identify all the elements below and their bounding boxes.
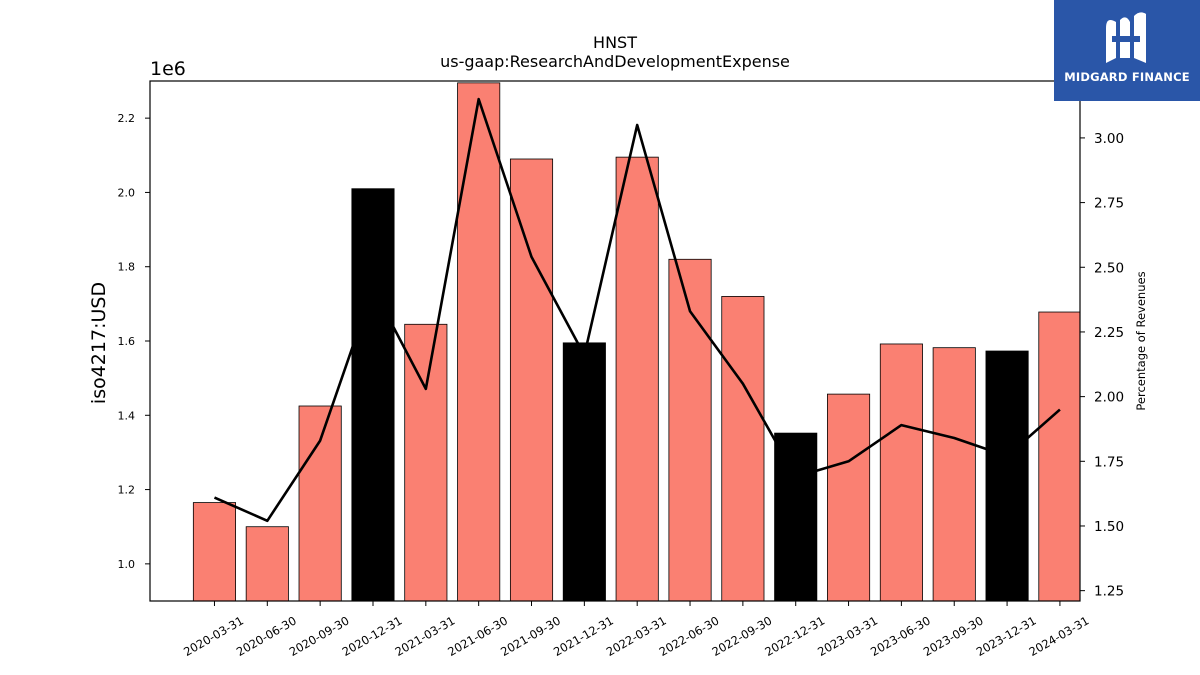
bar xyxy=(774,432,818,601)
bar xyxy=(615,156,659,601)
y-tick-label: 1.8 xyxy=(118,261,136,274)
y-tick-label: 2.0 xyxy=(118,186,136,199)
y-offset-label: 1e6 xyxy=(150,58,186,80)
percent-line xyxy=(213,97,1061,523)
midgard-finance-logo: MIDGARD FINANCE xyxy=(1054,0,1200,101)
y-tick-label: 1.6 xyxy=(118,335,136,348)
bar xyxy=(1038,311,1080,601)
y2-tick-label: 1.25 xyxy=(1094,584,1124,600)
bar xyxy=(985,350,1029,601)
bar xyxy=(721,296,765,601)
y2-tick-label: 1.50 xyxy=(1094,519,1124,535)
y-tick-label: 1.4 xyxy=(118,409,136,422)
bar xyxy=(404,323,448,601)
bar xyxy=(245,526,289,601)
y2-tick-label: 2.50 xyxy=(1094,260,1124,276)
x-tick-label: 2024-03-31 xyxy=(1027,613,1092,659)
bar-group xyxy=(192,82,1080,601)
y2-tick-label: 1.75 xyxy=(1094,454,1124,470)
y-tick-label: 2.2 xyxy=(118,112,136,125)
bar xyxy=(457,82,501,601)
bar xyxy=(509,158,554,601)
logo-text: MIDGARD FINANCE xyxy=(1064,70,1190,84)
y-tick-label: 1.0 xyxy=(118,558,136,571)
bar xyxy=(192,502,237,601)
bar xyxy=(827,393,871,601)
chart-subtitle: us-gaap:ResearchAndDevelopmentExpense xyxy=(440,52,790,71)
bar xyxy=(562,342,606,601)
bar xyxy=(351,188,395,601)
bar xyxy=(879,343,923,601)
y2-axis-label: Percentage of Revenues xyxy=(1134,271,1148,410)
y2-tick-label: 2.75 xyxy=(1094,196,1124,212)
y2-tick-label: 2.00 xyxy=(1094,390,1124,406)
chart-title: HNST xyxy=(593,33,637,52)
logo-mark-icon xyxy=(1106,12,1146,63)
bar xyxy=(932,347,976,601)
y2-tick-label: 3.00 xyxy=(1094,131,1124,147)
bar xyxy=(298,405,342,601)
y2-tick-label: 2.25 xyxy=(1094,325,1124,341)
y-tick-label: 1.2 xyxy=(118,484,136,497)
y-axis-label: iso4217:USD xyxy=(88,282,110,404)
bar xyxy=(668,258,712,601)
